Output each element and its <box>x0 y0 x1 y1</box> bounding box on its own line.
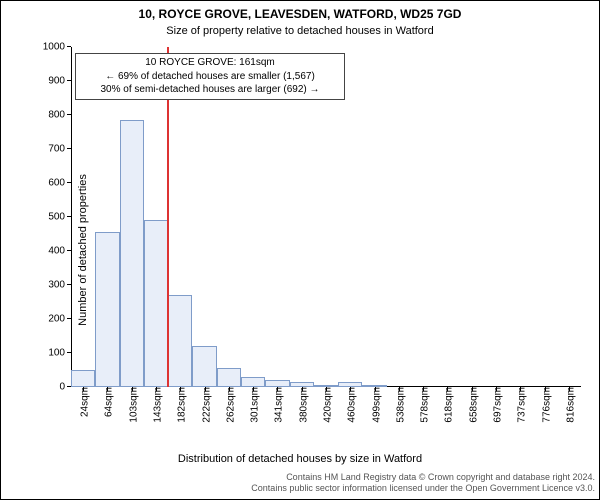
y-tick-mark <box>67 46 71 47</box>
annotation-line: 30% of semi-detached houses are larger (… <box>81 83 339 97</box>
x-tick-label: 697sqm <box>489 369 504 405</box>
x-tick-label: 776sqm <box>537 369 552 405</box>
x-axis-label: Distribution of detached houses by size … <box>1 453 599 465</box>
footer-line1: Contains HM Land Registry data © Crown c… <box>1 472 595 484</box>
y-tick-mark <box>67 284 71 285</box>
annotation-line: ← 69% of detached houses are smaller (1,… <box>81 70 339 84</box>
y-tick-label: 200 <box>25 314 71 325</box>
x-tick-label: 24sqm <box>76 372 91 402</box>
x-tick-label: 380sqm <box>294 369 309 405</box>
y-tick-label: 700 <box>25 144 71 155</box>
y-tick-label: 300 <box>25 280 71 291</box>
x-tick-label: 816sqm <box>561 369 576 405</box>
x-tick-label: 341sqm <box>270 369 285 405</box>
y-tick-label: 0 <box>25 382 71 393</box>
x-tick-label: 578sqm <box>416 369 431 405</box>
y-tick-mark <box>67 80 71 81</box>
y-tick-mark <box>67 352 71 353</box>
histogram-bar <box>120 120 144 387</box>
y-tick-mark <box>67 216 71 217</box>
y-tick-label: 900 <box>25 76 71 87</box>
histogram-chart: 10, ROYCE GROVE, LEAVESDEN, WATFORD, WD2… <box>0 0 600 500</box>
x-tick-label: 499sqm <box>367 369 382 405</box>
y-tick-label: 100 <box>25 348 71 359</box>
x-tick-label: 618sqm <box>440 369 455 405</box>
y-tick-mark <box>67 250 71 251</box>
x-tick-label: 103sqm <box>124 369 139 405</box>
histogram-bar <box>95 232 119 387</box>
y-tick-label: 800 <box>25 110 71 121</box>
x-tick-label: 538sqm <box>391 369 406 405</box>
x-tick-label: 737sqm <box>513 369 528 405</box>
x-tick-label: 420sqm <box>319 369 334 405</box>
y-tick-label: 400 <box>25 246 71 257</box>
x-tick-label: 143sqm <box>149 369 164 405</box>
y-tick-mark <box>67 114 71 115</box>
footer-line2: Contains public sector information licen… <box>1 483 595 495</box>
marker-annotation: 10 ROYCE GROVE: 161sqm← 69% of detached … <box>75 53 345 100</box>
y-tick-label: 500 <box>25 212 71 223</box>
annotation-line: 10 ROYCE GROVE: 161sqm <box>81 56 339 70</box>
y-tick-label: 600 <box>25 178 71 189</box>
x-tick-label: 658sqm <box>464 369 479 405</box>
histogram-bar <box>144 220 168 387</box>
chart-title: 10, ROYCE GROVE, LEAVESDEN, WATFORD, WD2… <box>1 7 599 21</box>
x-tick-label: 182sqm <box>173 369 188 405</box>
y-tick-label: 1000 <box>25 42 71 53</box>
y-tick-mark <box>67 148 71 149</box>
chart-subtitle: Size of property relative to detached ho… <box>1 25 599 37</box>
x-tick-label: 460sqm <box>343 369 358 405</box>
x-tick-label: 301sqm <box>246 369 261 405</box>
x-tick-label: 262sqm <box>221 369 236 405</box>
footer-attribution: Contains HM Land Registry data © Crown c… <box>1 472 595 495</box>
y-tick-mark <box>67 318 71 319</box>
y-tick-mark <box>67 182 71 183</box>
plot-area: 0100200300400500600700800900100024sqm64s… <box>71 47 581 387</box>
x-tick-label: 64sqm <box>100 372 115 402</box>
x-tick-label: 222sqm <box>197 369 212 405</box>
